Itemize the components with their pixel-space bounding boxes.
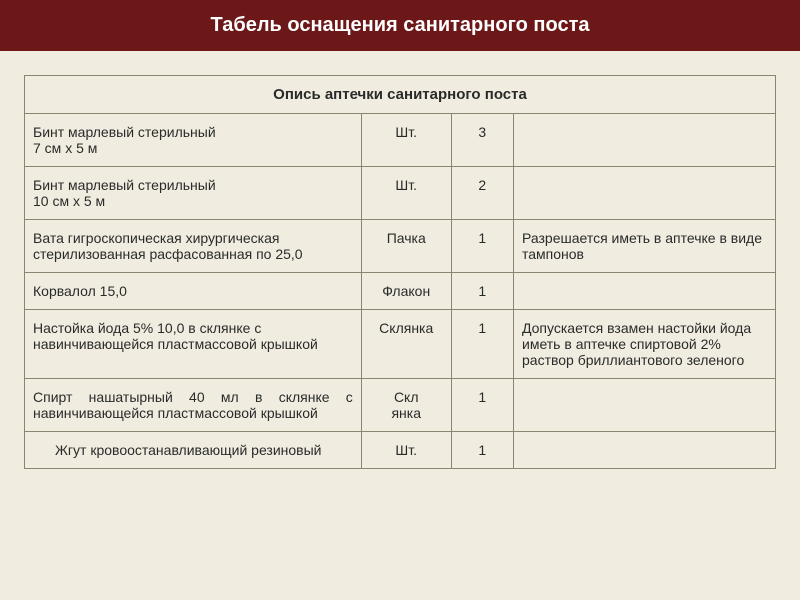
cell-unit: Шт. bbox=[361, 114, 451, 167]
cell-note bbox=[514, 273, 776, 310]
cell-qty: 1 bbox=[451, 220, 513, 273]
table-row: Бинт марлевый стерильный 10 см х 5 мШт.2 bbox=[25, 167, 776, 220]
inventory-table: Опись аптечки санитарного поста Бинт мар… bbox=[24, 75, 776, 469]
cell-name: Бинт марлевый стерильный 10 см х 5 м bbox=[25, 167, 362, 220]
cell-note bbox=[514, 114, 776, 167]
cell-name: Вата гигроскопическая хирургическая стер… bbox=[25, 220, 362, 273]
cell-unit: Скл янка bbox=[361, 379, 451, 432]
cell-name: Жгут кровоостанавливающий резиновый bbox=[25, 432, 362, 469]
cell-unit: Шт. bbox=[361, 432, 451, 469]
cell-name: Бинт марлевый стерильный 7 см х 5 м bbox=[25, 114, 362, 167]
cell-unit: Склянка bbox=[361, 310, 451, 379]
table-container: Опись аптечки санитарного поста Бинт мар… bbox=[0, 75, 800, 469]
cell-qty: 1 bbox=[451, 432, 513, 469]
cell-note: Допускается взамен настойки йода иметь в… bbox=[514, 310, 776, 379]
cell-qty: 2 bbox=[451, 167, 513, 220]
table-header: Опись аптечки санитарного поста bbox=[25, 76, 776, 114]
table-row: Настойка йода 5% 10,0 в склянке с навинч… bbox=[25, 310, 776, 379]
table-row: Вата гигроскопическая хирургическая стер… bbox=[25, 220, 776, 273]
cell-unit: Пачка bbox=[361, 220, 451, 273]
cell-qty: 3 bbox=[451, 114, 513, 167]
table-row: Жгут кровоостанавливающий резиновыйШт.1 bbox=[25, 432, 776, 469]
cell-unit: Флакон bbox=[361, 273, 451, 310]
table-row: Бинт марлевый стерильный 7 см х 5 мШт.3 bbox=[25, 114, 776, 167]
cell-qty: 1 bbox=[451, 273, 513, 310]
table-row: Корвалол 15,0Флакон1 bbox=[25, 273, 776, 310]
cell-note bbox=[514, 432, 776, 469]
cell-unit: Шт. bbox=[361, 167, 451, 220]
cell-qty: 1 bbox=[451, 379, 513, 432]
cell-name: Корвалол 15,0 bbox=[25, 273, 362, 310]
cell-note bbox=[514, 167, 776, 220]
table-row: Спирт нашатырный 40 мл в склянке с навин… bbox=[25, 379, 776, 432]
cell-name: Спирт нашатырный 40 мл в склянке с навин… bbox=[25, 379, 362, 432]
page-title: Табель оснащения санитарного поста bbox=[0, 0, 800, 51]
cell-name: Настойка йода 5% 10,0 в склянке с навинч… bbox=[25, 310, 362, 379]
cell-note: Разрешается иметь в аптечке в виде тампо… bbox=[514, 220, 776, 273]
cell-qty: 1 bbox=[451, 310, 513, 379]
cell-note bbox=[514, 379, 776, 432]
table-header-row: Опись аптечки санитарного поста bbox=[25, 76, 776, 114]
